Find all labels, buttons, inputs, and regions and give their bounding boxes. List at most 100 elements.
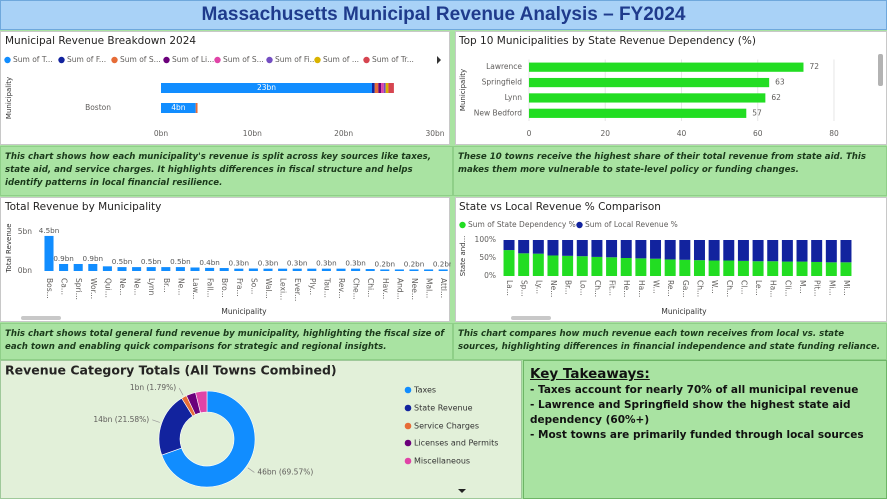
bar [591, 256, 603, 276]
bar [529, 62, 804, 72]
x-tick-label: 80 [829, 129, 839, 138]
x-tick-label: Br... [162, 278, 171, 293]
data-label: 1bn (1.79%) [130, 383, 176, 392]
bar [365, 269, 375, 271]
x-tick-label: Ga... [681, 280, 690, 298]
header: Massachusetts Municipal Revenue Analysis… [0, 0, 887, 30]
takeaways-title: Key Takeaways: [530, 366, 650, 382]
bar [102, 266, 112, 271]
legend-swatch [4, 56, 11, 64]
bar [248, 268, 258, 271]
x-tick-label: Ch... [725, 280, 734, 297]
donut-slice [195, 390, 208, 414]
bar [693, 260, 705, 276]
legend-label: Miscellaneous [414, 457, 470, 466]
data-label: 0.3bn [287, 259, 308, 268]
panel: Revenue Category Totals (All Towns Combi… [0, 360, 522, 499]
bar [576, 256, 588, 276]
chart: Municipal Revenue Breakdown 2024 0bn 10bn… [4, 35, 445, 138]
bar [825, 262, 837, 276]
bar [781, 240, 793, 262]
bar [263, 268, 273, 271]
x-tick-label: 30bn [425, 129, 444, 138]
data-label: 0.3bn [229, 259, 250, 268]
donut-slice [161, 390, 256, 488]
data-label: 0.5bn [141, 257, 162, 266]
x-tick-label: Ever... [293, 278, 302, 301]
note: This chart shows total general fund reve… [0, 323, 453, 360]
x-tick-label: Ly... [534, 280, 543, 294]
bar [44, 235, 54, 271]
bar [679, 259, 691, 276]
legend-swatch [58, 56, 65, 64]
data-label: 0.3bn [345, 259, 366, 268]
x-tick-label: 0bn [154, 129, 169, 138]
bar [503, 240, 515, 251]
x-tick-label: Ha... [769, 280, 778, 297]
legend-swatch [404, 439, 412, 447]
scrollbar[interactable] [511, 316, 551, 320]
data-label: 62 [771, 93, 781, 102]
bar [693, 240, 705, 261]
panel: State vs Local Revenue % Comparison 0% 50… [455, 197, 887, 322]
x-tick-label: 10bn [243, 129, 262, 138]
legend-swatch [459, 221, 466, 229]
x-tick-label: Che... [352, 278, 361, 300]
legend-more-icon[interactable] [437, 56, 441, 64]
data-label: 14bn (21.58%) [93, 415, 149, 424]
x-tick-label: Rev... [337, 278, 346, 299]
bar [767, 240, 779, 262]
chart-title: Total Revenue by Municipality [4, 201, 161, 213]
bar [635, 258, 647, 276]
bar [394, 269, 404, 271]
dropdown-icon[interactable] [458, 489, 466, 493]
bar [679, 240, 691, 260]
bar [146, 267, 156, 271]
legend-swatch [111, 56, 118, 64]
x-tick-label: Qui... [103, 278, 112, 298]
bar [73, 263, 83, 271]
bar [708, 240, 720, 261]
x-tick-label: Le... [754, 280, 763, 296]
x-tick-label: He... [622, 280, 631, 297]
legend-swatch [266, 56, 273, 64]
scrollbar[interactable] [878, 54, 883, 86]
leader-line [247, 467, 255, 473]
data-label: 0.2bn [375, 259, 396, 268]
data-label: 0.9bn [83, 254, 104, 263]
x-tick-label: Bos... [45, 278, 54, 299]
x-tick-label: Pit... [813, 280, 822, 297]
y-tick-label: 5bn [18, 227, 33, 236]
x-tick-label: Cl... [739, 280, 748, 294]
bar [723, 260, 735, 276]
legend-swatch [404, 457, 412, 465]
x-tick-label: Mi... [827, 280, 836, 296]
bar [723, 240, 735, 261]
legend-swatch [404, 386, 412, 394]
bar [840, 240, 852, 263]
legend-label: Sum of S... [223, 55, 264, 64]
bar [161, 103, 196, 113]
scrollbar[interactable] [21, 316, 61, 320]
bar [438, 269, 448, 271]
bar [591, 240, 603, 257]
x-tick-label: Wor... [89, 278, 98, 299]
y-tick-label: Lynn [505, 93, 523, 102]
x-tick-label: Chi... [366, 278, 375, 297]
legend-swatch [163, 56, 170, 64]
legend-label: Sum of T... [13, 55, 53, 64]
x-tick-label: Br... [564, 280, 573, 295]
bar [132, 267, 142, 271]
bar [195, 103, 198, 113]
y-axis-title: Municipality [459, 69, 467, 111]
x-axis-title: Municipality [221, 307, 267, 316]
bar [532, 240, 544, 254]
x-tick-label: And... [395, 278, 404, 300]
note: These 10 towns receive the highest share… [453, 146, 887, 196]
bar [161, 83, 372, 93]
x-tick-label: Attl... [439, 278, 448, 298]
leader-line [152, 419, 160, 423]
data-label: 23bn [257, 83, 276, 92]
y-tick-label: Boston [85, 103, 111, 112]
bar [380, 269, 390, 271]
